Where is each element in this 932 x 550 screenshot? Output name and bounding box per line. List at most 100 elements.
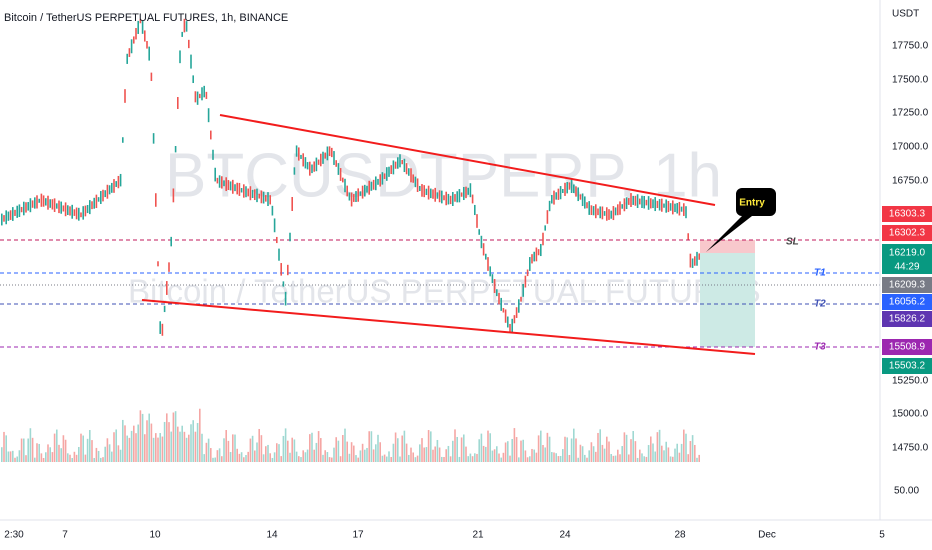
- candle: [185, 21, 188, 32]
- candle: [45, 198, 47, 206]
- volume-bar: [14, 457, 16, 462]
- volume-bar: [137, 424, 139, 462]
- axis-unit: USDT: [892, 9, 919, 20]
- volume-bar: [381, 455, 384, 462]
- candle: [256, 188, 258, 203]
- price-label: 15000.0: [892, 409, 929, 420]
- volume-bar: [661, 445, 663, 462]
- candle: [38, 198, 40, 203]
- volume-bar: [588, 450, 590, 462]
- volume-bar: [172, 412, 175, 462]
- volume-bar: [128, 437, 131, 462]
- candle: [577, 187, 579, 202]
- candle: [258, 193, 260, 199]
- volume-bar: [443, 456, 445, 462]
- volume-bar: [95, 447, 98, 462]
- candle: [357, 188, 359, 202]
- volume-bar: [254, 450, 256, 462]
- volume-bar: [423, 447, 425, 462]
- volume-bar: [29, 428, 32, 462]
- volume-bar: [683, 429, 685, 462]
- volume-bar: [324, 450, 326, 462]
- candle: [456, 191, 458, 203]
- volume-bar: [317, 431, 320, 462]
- volume-bar: [370, 431, 373, 462]
- volume-bar: [544, 447, 546, 462]
- volume-bar: [625, 434, 628, 462]
- volume-bar: [603, 448, 606, 462]
- volume-bar: [139, 410, 142, 462]
- volume-bar: [480, 433, 483, 462]
- candle: [289, 232, 291, 242]
- volume-bar: [38, 443, 40, 462]
- candle: [590, 205, 593, 216]
- candle: [146, 41, 148, 49]
- volume-bar: [691, 435, 694, 462]
- volume-bar: [302, 450, 304, 462]
- volume-bar: [511, 439, 513, 462]
- volume-bar: [478, 439, 480, 462]
- price-label: 17750.0: [892, 41, 929, 52]
- candle: [144, 30, 146, 42]
- volume-bar: [190, 424, 192, 462]
- volume-bar: [590, 442, 593, 462]
- volume-bar: [390, 457, 392, 462]
- volume-bar: [126, 435, 128, 462]
- candle: [379, 174, 381, 187]
- price-tag: 16302.3: [889, 228, 926, 239]
- volume-bar: [56, 429, 58, 462]
- candle: [509, 323, 511, 332]
- volume-bar: [357, 457, 359, 462]
- volume-bar: [240, 452, 243, 462]
- volume-bar: [210, 448, 212, 462]
- candle: [124, 89, 126, 103]
- volume-bar: [463, 434, 465, 462]
- volume-bar: [573, 428, 575, 462]
- candle: [588, 201, 590, 215]
- candle: [553, 190, 555, 205]
- volume-bar: [641, 453, 643, 462]
- candle: [293, 167, 296, 175]
- volume-bar: [18, 450, 21, 462]
- candle: [368, 180, 370, 195]
- candle: [313, 161, 315, 172]
- price-label: 16750.0: [892, 176, 929, 187]
- candle: [243, 184, 245, 198]
- volume-bar: [364, 449, 366, 462]
- volume-bar: [386, 456, 388, 462]
- candle: [117, 175, 120, 189]
- candle: [194, 91, 197, 103]
- candle: [645, 199, 648, 206]
- candle: [680, 206, 683, 212]
- candle: [471, 194, 474, 204]
- volume-bar: [696, 457, 698, 462]
- candle: [91, 201, 93, 210]
- candle: [291, 197, 293, 211]
- tag-bg: [882, 225, 932, 241]
- candle: [86, 205, 89, 214]
- volume-bar: [108, 444, 111, 462]
- volume-bar: [203, 454, 205, 462]
- candle: [463, 186, 465, 201]
- volume-bar: [412, 452, 414, 462]
- candle: [606, 207, 608, 221]
- candle: [82, 206, 84, 220]
- candle: [386, 167, 388, 181]
- candle: [159, 321, 161, 334]
- volume-bar: [192, 420, 194, 462]
- candle: [236, 182, 238, 195]
- volume-bar: [634, 441, 637, 462]
- volume-bar: [97, 450, 100, 462]
- candle: [232, 179, 234, 194]
- candle: [656, 200, 659, 209]
- candle: [390, 165, 392, 174]
- volume-bar: [295, 451, 298, 462]
- candle: [128, 48, 131, 57]
- volume-bar: [524, 450, 527, 462]
- candle: [67, 205, 69, 215]
- volume-bar: [689, 441, 692, 462]
- volume-bar: [284, 428, 287, 462]
- candle: [526, 269, 529, 277]
- lower-trendline: [141, 299, 756, 355]
- candle: [683, 203, 685, 216]
